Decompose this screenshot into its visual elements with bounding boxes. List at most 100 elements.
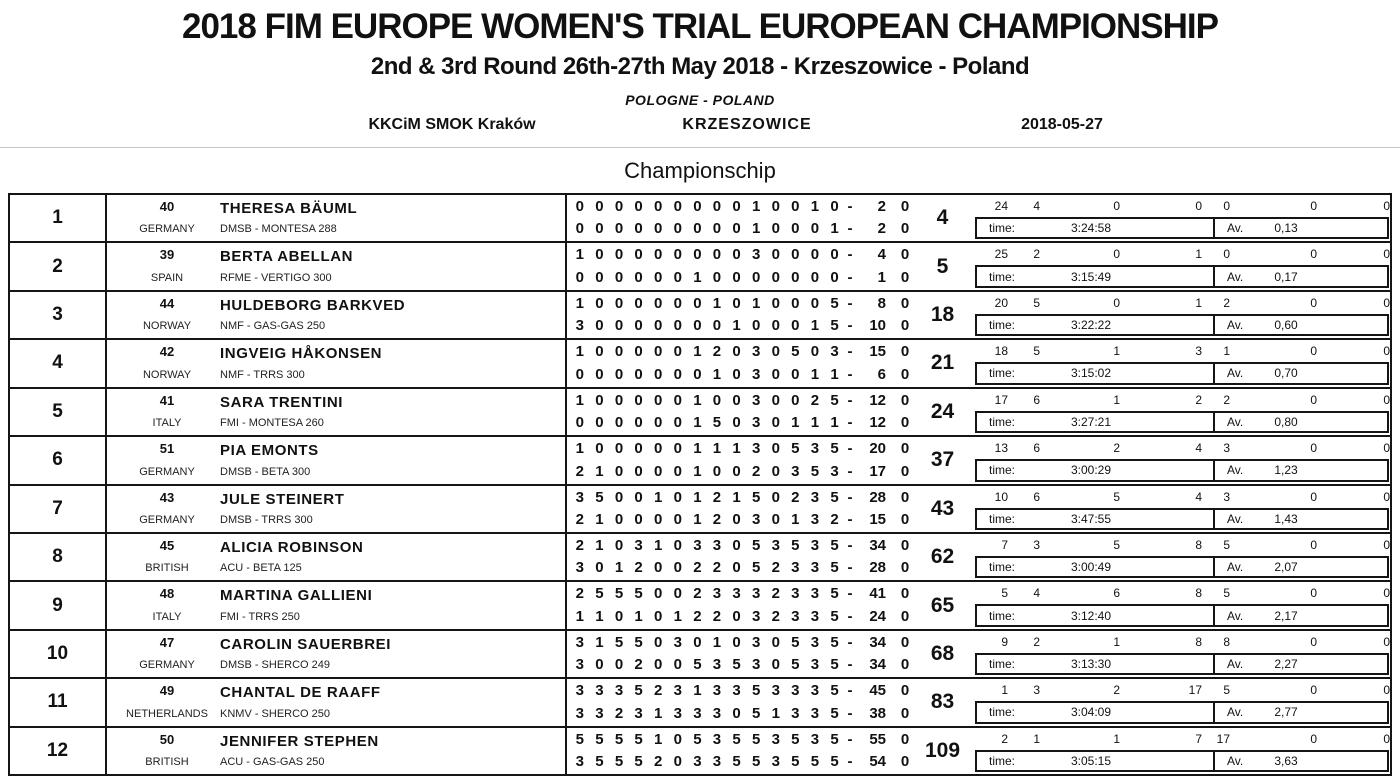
lap-total: 4 — [877, 246, 886, 264]
section-score: 3 — [791, 559, 800, 577]
section-score: 1 — [791, 510, 800, 528]
section-score: 3 — [791, 462, 800, 480]
score-count: 0 — [1113, 247, 1120, 262]
rider-name: CAROLIN SAUERBREI — [220, 635, 392, 653]
time-value: 3:12:40 — [1070, 608, 1112, 623]
section-score: 5 — [751, 559, 761, 577]
lap-dash: - — [847, 682, 853, 700]
lap-dash: - — [847, 343, 853, 361]
section-score: 0 — [654, 268, 663, 286]
lap-total: 28 — [869, 488, 886, 506]
score-count: 2 — [1033, 247, 1040, 262]
rider-number: 40 — [159, 199, 175, 214]
section-score: 0 — [614, 536, 624, 554]
rider-cell: 40 THERESA BÄUML GERMANY DMSB - MONTESA … — [107, 195, 567, 242]
lap-extra: 0 — [900, 559, 910, 577]
section-score: 0 — [771, 268, 780, 286]
lap-total: 8 — [877, 294, 886, 312]
score-count: 0 — [1310, 392, 1317, 407]
section-score: 0 — [732, 365, 741, 383]
section-score: 3 — [712, 730, 722, 748]
section-score: 2 — [712, 607, 722, 625]
average-section: Av. 0,60 — [1215, 316, 1387, 334]
section-score: 0 — [634, 246, 643, 264]
section-score: 3 — [791, 607, 800, 625]
time-value: 3:00:49 — [1070, 560, 1112, 575]
section-score: 0 — [771, 220, 780, 238]
section-score: 3 — [693, 753, 702, 771]
section-score: 1 — [810, 365, 820, 383]
time-label: time: — [989, 657, 1016, 671]
rider-country: GERMANY — [139, 513, 195, 526]
score-count: 1 — [1195, 247, 1202, 262]
section-score: 0 — [673, 440, 682, 458]
score-count: 9 — [1001, 634, 1008, 649]
rider-number: 43 — [159, 489, 175, 505]
organizer-name: KKCiM SMOK Kraków — [368, 116, 536, 133]
score-counts: 25 2 0 1 0 0 0 — [970, 244, 1390, 264]
average-section: Av. 3,63 — [1215, 752, 1387, 770]
score-count: 0 — [1310, 199, 1317, 213]
section-score: 0 — [654, 317, 663, 335]
rider-name: THERESA BÄUML — [220, 200, 358, 217]
section-score: 5 — [575, 730, 584, 748]
rider-total-points: 24 — [930, 399, 955, 423]
section-score: 1 — [654, 730, 663, 748]
lap-dash: - — [847, 414, 853, 432]
rider-name: ALICIA ROBINSON — [220, 538, 364, 556]
score-count: 4 — [1195, 489, 1202, 504]
score-count: 17 — [1188, 683, 1202, 698]
section-score: 0 — [654, 559, 663, 577]
score-count: 24 — [994, 199, 1008, 213]
time-value: 3:13:30 — [1070, 657, 1112, 671]
rider-name: JENNIFER STEPHEN — [220, 732, 379, 750]
time-section: time: 3:15:02 — [977, 364, 1215, 383]
average-value: 2,07 — [1274, 560, 1298, 575]
score-counts: 24 4 0 0 0 0 0 — [970, 196, 1390, 216]
score-count: 1 — [1001, 683, 1008, 698]
lap-dash: - — [847, 585, 853, 603]
section-score: 0 — [614, 220, 624, 238]
time-box: time: 3:00:29 Av. 1,23 — [975, 459, 1389, 482]
section-score: 1 — [830, 365, 839, 383]
section-score: 0 — [575, 198, 584, 215]
section-score: 1 — [693, 391, 702, 409]
section-score: 3 — [810, 536, 820, 554]
lap-extra: 0 — [900, 488, 910, 506]
rider-name: HULDEBORG BARKVED — [220, 296, 406, 314]
section-score: 0 — [595, 294, 604, 312]
section-score: 0 — [654, 220, 663, 238]
score-counts: 1 3 2 17 5 0 0 — [970, 680, 1390, 700]
table-row: 7 43 JULE STEINERT GERMANY DMSB - TRRS 3… — [10, 485, 1390, 534]
section-score: 0 — [712, 317, 722, 335]
rider-team: NMF - GAS-GAS 250 — [220, 320, 326, 333]
average-section: Av. 0,17 — [1215, 267, 1387, 285]
section-score: 0 — [614, 365, 624, 383]
section-score: 3 — [732, 682, 741, 700]
section-score: 3 — [791, 682, 800, 700]
section-score: 0 — [830, 268, 839, 286]
section-score: 0 — [595, 246, 604, 264]
average-label: Av. — [1227, 366, 1244, 381]
score-count: 13 — [994, 441, 1008, 456]
time-value: 3:27:21 — [1070, 414, 1112, 429]
section-score: 5 — [830, 704, 839, 722]
section-score: 3 — [810, 585, 820, 603]
score-count: 0 — [1223, 247, 1230, 262]
lap-extra: 0 — [900, 510, 910, 528]
section-score: 0 — [634, 510, 643, 528]
section-score: 2 — [614, 704, 624, 722]
section-score: 0 — [654, 633, 663, 651]
rider-total-points: 68 — [930, 642, 955, 665]
rider-stats-cell: 2 1 1 7 17 0 0 time: 3:05:15 Av. 3,63 — [970, 728, 1390, 774]
section-score: 0 — [693, 246, 702, 264]
rider-rank: 7 — [10, 485, 107, 532]
section-score: 1 — [830, 414, 839, 432]
section-score: 3 — [810, 682, 820, 700]
score-count: 0 — [1383, 441, 1390, 456]
section-score: 3 — [751, 365, 761, 383]
